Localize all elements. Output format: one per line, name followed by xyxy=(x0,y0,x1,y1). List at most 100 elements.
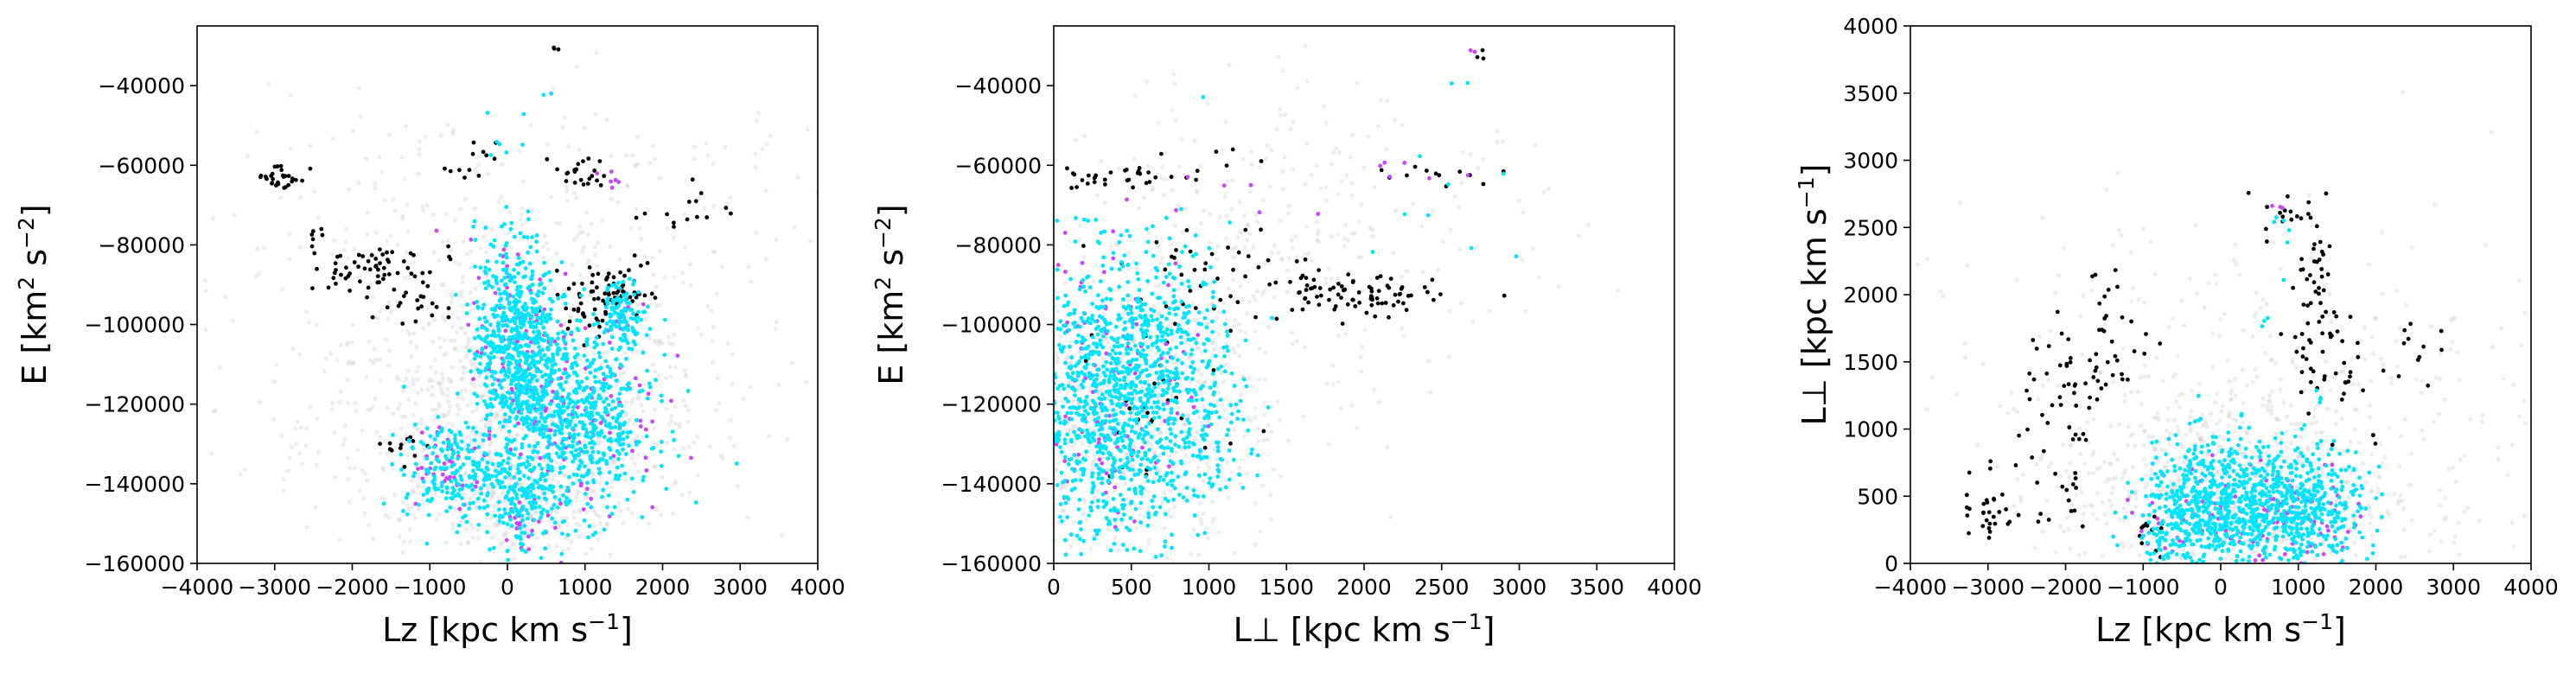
data-point xyxy=(1136,168,1141,174)
data-point xyxy=(596,467,602,471)
data-point xyxy=(485,530,489,535)
data-point xyxy=(444,466,449,471)
data-point xyxy=(560,356,564,361)
data-point xyxy=(482,470,487,475)
data-point xyxy=(507,472,512,477)
x-tick-label: 4000 xyxy=(790,575,845,600)
data-point xyxy=(476,496,481,501)
data-point xyxy=(641,309,646,315)
data-point xyxy=(472,383,477,388)
data-point xyxy=(541,431,546,436)
data-point xyxy=(1259,291,1265,296)
data-point xyxy=(536,374,541,379)
data-point xyxy=(423,446,428,452)
data-point xyxy=(598,457,603,461)
data-point xyxy=(647,381,652,386)
series-2 xyxy=(258,45,733,469)
data-point xyxy=(563,302,568,306)
data-point xyxy=(608,430,612,436)
data-point xyxy=(463,344,469,349)
data-point xyxy=(1288,127,1293,132)
data-point xyxy=(635,162,641,167)
data-point xyxy=(483,424,488,429)
data-point xyxy=(429,461,434,466)
data-point xyxy=(1077,223,1082,228)
data-point xyxy=(361,496,367,501)
data-point xyxy=(1349,181,1355,186)
data-point xyxy=(377,308,383,314)
data-point xyxy=(557,487,562,493)
data-point xyxy=(624,387,629,392)
data-point xyxy=(1223,119,1228,124)
data-point xyxy=(602,527,607,532)
data-point xyxy=(346,361,351,367)
data-point xyxy=(550,467,554,472)
data-point xyxy=(606,423,611,429)
data-point xyxy=(654,340,659,345)
data-point xyxy=(409,271,414,277)
data-point xyxy=(653,156,658,162)
data-point xyxy=(456,445,461,450)
data-point xyxy=(471,468,475,474)
data-point xyxy=(1459,180,1464,185)
data-point xyxy=(1088,546,1094,551)
data-point xyxy=(621,520,626,526)
data-point xyxy=(351,322,356,327)
data-point xyxy=(445,421,450,426)
data-point xyxy=(1286,211,1291,216)
data-point xyxy=(1259,159,1264,163)
data-point xyxy=(573,354,577,359)
data-point xyxy=(1260,483,1266,488)
data-point xyxy=(562,321,567,327)
data-point xyxy=(651,426,657,431)
data-point xyxy=(1199,521,1204,526)
data-point xyxy=(587,323,592,328)
data-point xyxy=(520,350,525,355)
data-point xyxy=(427,377,432,383)
data-point xyxy=(1106,396,1111,401)
data-point xyxy=(370,315,375,320)
data-point xyxy=(657,248,663,254)
data-point xyxy=(507,302,512,307)
data-point xyxy=(1171,359,1176,365)
data-point xyxy=(566,373,571,378)
data-point xyxy=(457,168,462,173)
data-point xyxy=(1198,380,1203,385)
data-point xyxy=(1303,181,1308,187)
data-point xyxy=(450,455,455,461)
data-point xyxy=(1214,457,1219,462)
data-point xyxy=(603,405,608,410)
data-point xyxy=(629,511,634,516)
data-point xyxy=(507,512,512,516)
data-point xyxy=(481,302,487,308)
data-point xyxy=(672,220,676,226)
data-point xyxy=(1189,496,1195,501)
data-point xyxy=(450,521,456,527)
data-point xyxy=(464,519,469,525)
data-point xyxy=(621,442,626,447)
data-point xyxy=(613,177,618,182)
data-point xyxy=(523,550,528,554)
data-point xyxy=(403,415,408,420)
data-point xyxy=(753,151,758,156)
data-point xyxy=(520,513,525,518)
series-4 xyxy=(381,91,739,563)
data-point xyxy=(571,481,576,486)
data-point xyxy=(643,317,649,322)
data-point xyxy=(1379,168,1384,173)
data-point xyxy=(1083,359,1088,364)
data-point xyxy=(1249,162,1254,167)
data-point xyxy=(424,456,430,461)
data-point xyxy=(641,478,646,483)
data-point xyxy=(335,254,340,259)
data-point xyxy=(614,357,619,362)
data-point xyxy=(605,296,610,301)
data-point xyxy=(573,448,578,453)
data-point xyxy=(500,278,504,283)
data-point xyxy=(501,520,506,525)
data-point xyxy=(589,221,594,226)
data-point xyxy=(1318,293,1323,298)
data-point xyxy=(390,461,395,467)
data-point xyxy=(338,342,343,348)
data-point xyxy=(546,455,552,461)
